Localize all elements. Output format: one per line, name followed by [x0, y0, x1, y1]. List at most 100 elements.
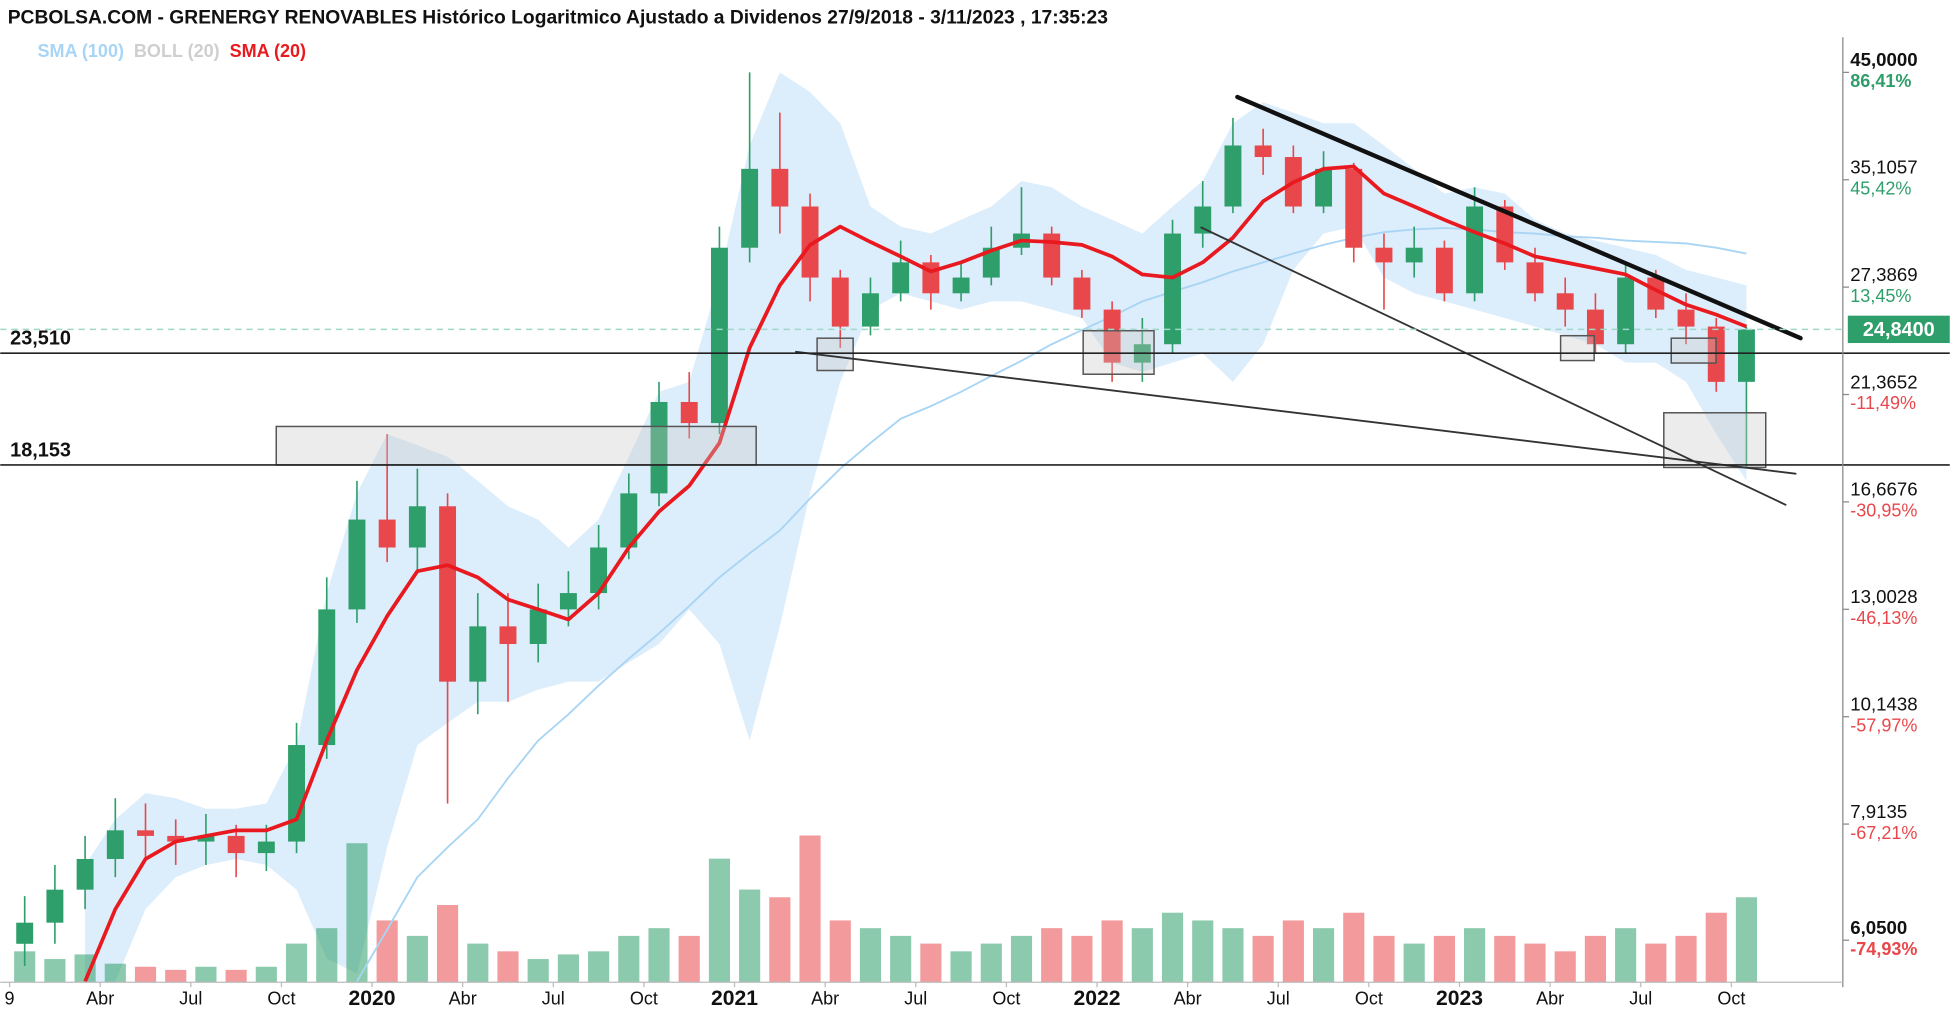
sma-100-line — [356, 227, 1747, 982]
volume-bar — [1645, 943, 1667, 983]
volume-bar — [497, 951, 519, 983]
candle-body — [167, 835, 185, 842]
candle-body — [1737, 329, 1755, 382]
y-tick-label: 21,3652 — [1850, 371, 1917, 392]
candle-body — [952, 277, 970, 294]
y-tick-label: 45,0000 — [1850, 49, 1917, 70]
y-tick-pct-label: -46,13% — [1850, 608, 1917, 628]
candle-body — [46, 889, 64, 923]
candle-body — [1405, 247, 1423, 263]
volume-bar — [890, 935, 912, 983]
candle-body — [1375, 247, 1393, 263]
volume-bar — [618, 935, 640, 983]
candle-body — [378, 519, 396, 548]
candle-body — [348, 519, 366, 610]
y-tick-label: 7,9135 — [1850, 801, 1907, 822]
level-label: 23,510 — [10, 328, 71, 350]
candle-body — [137, 830, 154, 836]
volume-bar — [134, 966, 157, 983]
candle-body — [408, 506, 426, 548]
volume-bar — [44, 959, 66, 983]
volume-bar — [1071, 935, 1093, 983]
candle-body — [650, 401, 668, 494]
last-price-tag — [1847, 315, 1950, 344]
y-tick-pct-label: -30,95% — [1850, 501, 1917, 521]
candle-body — [288, 745, 306, 842]
y-tick-pct-label: -74,93% — [1850, 939, 1917, 959]
volume-bar — [1101, 920, 1123, 983]
volume-bar — [1343, 912, 1365, 983]
candle-body — [1466, 206, 1484, 294]
x-tick-label: Abr — [1174, 988, 1202, 1008]
candle-body — [1435, 247, 1453, 294]
y-tick-label: 16,6676 — [1850, 479, 1917, 500]
candle-body — [801, 206, 819, 278]
candle-body — [862, 293, 879, 327]
volume-bar — [1675, 935, 1697, 983]
y-tick-label: 35,1057 — [1850, 156, 1917, 177]
y-tick-pct-label: 86,41% — [1850, 71, 1911, 91]
legend-entry: SMA (20) — [230, 41, 306, 61]
x-tick-label: 2022 — [1074, 987, 1121, 1010]
candle-body — [1224, 145, 1242, 207]
volume-bar — [1252, 935, 1274, 983]
candle-body — [982, 247, 1000, 278]
candle-body — [1345, 168, 1363, 248]
volume-bar — [376, 920, 398, 983]
volume-bar — [165, 969, 187, 983]
volume-bar — [708, 858, 731, 983]
volume-bar — [255, 966, 277, 983]
y-tick-pct-label: -11,49% — [1850, 393, 1916, 413]
candle-body — [892, 262, 910, 294]
volume-bar — [1464, 928, 1486, 983]
volume-bar — [648, 928, 670, 983]
volume-bar — [406, 935, 428, 983]
volume-bar — [1705, 912, 1727, 983]
y-tick-pct-label: -67,21% — [1850, 823, 1917, 843]
candle-body — [831, 277, 849, 327]
last-price-label: 24,8400 — [1863, 319, 1935, 341]
volume-bar — [104, 963, 126, 983]
volume-bar — [1131, 928, 1153, 983]
candle-body — [439, 506, 457, 682]
trend-line — [1200, 226, 1787, 506]
candle-body — [318, 609, 336, 746]
support-box — [275, 425, 757, 466]
volume-bar — [74, 954, 96, 983]
x-tick-label: Jul — [1267, 988, 1290, 1008]
y-tick-pct-label: 45,42% — [1850, 178, 1911, 198]
volume-bar — [920, 943, 942, 983]
x-tick-label: 2023 — [1436, 987, 1483, 1010]
volume-bar — [1161, 912, 1184, 983]
y-tick-label: 13,0028 — [1850, 586, 1917, 607]
x-tick-label: Abr — [449, 988, 477, 1008]
candle-body — [1556, 293, 1574, 310]
volume-bar — [1494, 935, 1516, 983]
volume-bar — [1222, 928, 1244, 983]
candle-body — [499, 626, 517, 645]
candle-body — [1526, 262, 1544, 294]
volume-bar — [467, 943, 489, 983]
x-tick-label: Oct — [1355, 988, 1383, 1008]
candle-body — [1254, 145, 1272, 158]
plot-back — [14, 72, 1758, 983]
x-tick-label: Abr — [1536, 988, 1564, 1008]
volume-bar — [527, 959, 549, 983]
x-tick-label: Oct — [992, 988, 1020, 1008]
candle-body — [76, 858, 94, 890]
volume-bar — [225, 969, 247, 983]
volume-bar — [980, 943, 1002, 983]
candle-body — [559, 593, 577, 610]
x-tick-label: 2020 — [349, 987, 396, 1010]
candle-body — [1103, 309, 1121, 363]
volume-bar — [1010, 935, 1033, 983]
candle-body — [590, 547, 608, 594]
volume-bar — [769, 897, 791, 983]
volume-bar — [1615, 928, 1637, 983]
volume-bar — [557, 954, 579, 983]
volume-bar — [799, 835, 821, 983]
volume-bar — [1312, 928, 1335, 983]
volume-bar — [739, 889, 761, 983]
